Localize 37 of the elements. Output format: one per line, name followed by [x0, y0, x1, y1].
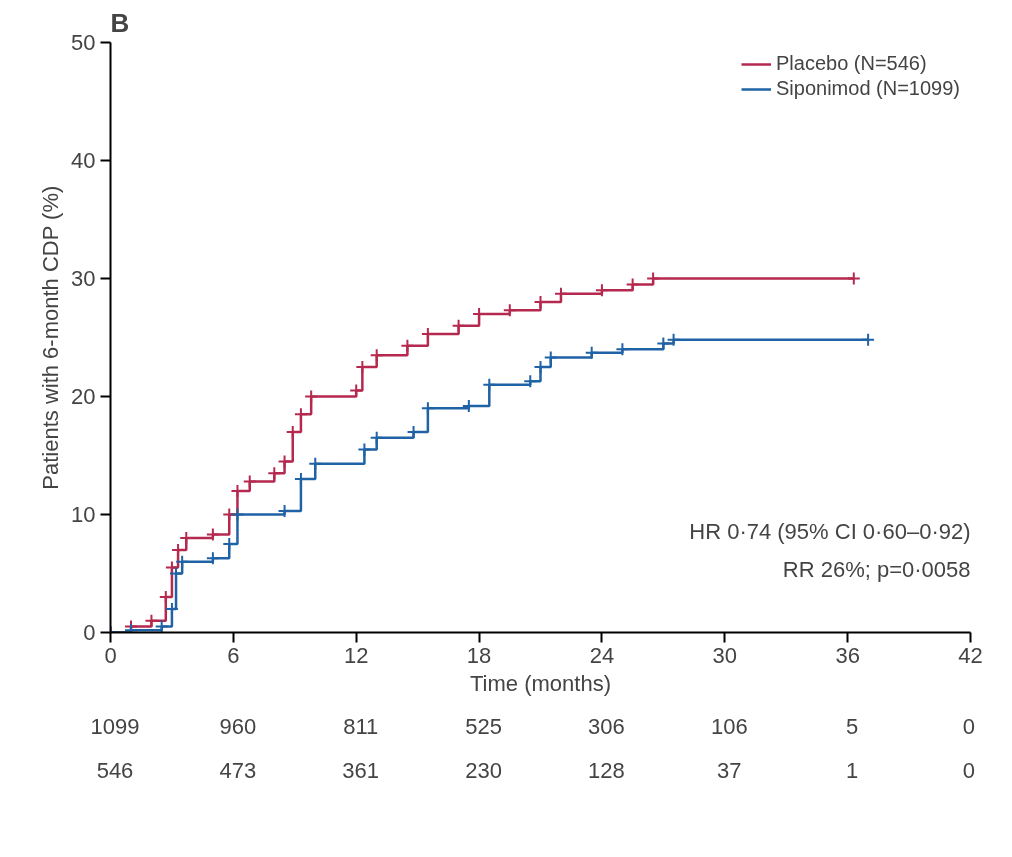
annotation: HR 0·74 (95% CI 0·60–0·92): [689, 519, 971, 544]
x-tick-label: 12: [343, 642, 369, 668]
y-tick-label: 30: [71, 266, 96, 291]
text: 361: [342, 757, 380, 785]
x-tick-label: 0: [104, 642, 117, 668]
text: 128: [588, 757, 625, 785]
y-tick-label: 50: [71, 30, 96, 55]
x-tick-label: 24: [589, 642, 615, 668]
x-tick-label: 30: [712, 642, 738, 668]
text: 811: [343, 713, 379, 741]
y-tick-label: 40: [71, 148, 96, 173]
text: 1: [845, 757, 859, 785]
legend-label: Placebo (N=546): [776, 52, 927, 75]
text: 306: [588, 713, 625, 741]
x-tick-label: 6: [227, 642, 240, 668]
x-axis-title: Time (months): [470, 670, 611, 696]
text: 960: [219, 713, 257, 741]
text: 1099: [90, 713, 140, 741]
text: 546: [96, 757, 134, 785]
chart-title: B: [110, 7, 130, 38]
y-tick-label: 20: [71, 384, 96, 409]
y-axis-title: Patients with 6-month CDP (%): [38, 185, 64, 490]
text: 473: [219, 757, 257, 785]
y-tick-label: 10: [71, 502, 96, 527]
legend-label: Siponimod (N=1099): [776, 77, 960, 100]
x-tick-label: 42: [958, 642, 983, 668]
text: 0: [962, 757, 975, 785]
text: 106: [710, 713, 748, 741]
text: 230: [465, 757, 502, 785]
y-tick-label: 0: [83, 620, 96, 645]
text: 5: [845, 713, 859, 741]
text: 525: [465, 713, 502, 741]
x-tick-label: 18: [466, 642, 492, 668]
text: 37: [717, 757, 742, 785]
text: 0: [962, 713, 975, 741]
annotation: RR 26%; p=0·0058: [782, 556, 971, 582]
x-tick-label: 36: [835, 642, 860, 668]
